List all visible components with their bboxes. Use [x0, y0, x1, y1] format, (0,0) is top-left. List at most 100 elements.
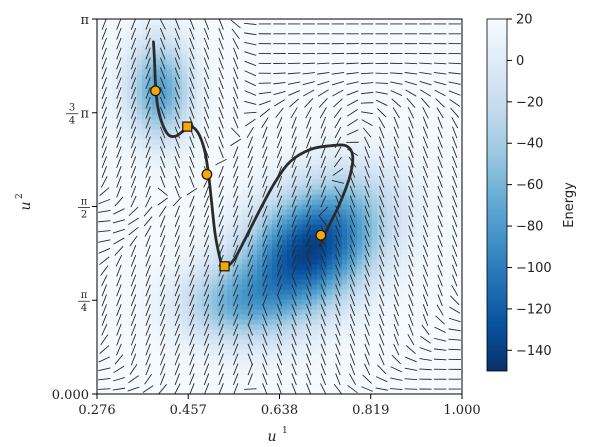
heatmap-cell [307, 184, 313, 190]
heatmap-cell [417, 214, 423, 220]
heatmap-cell [422, 54, 428, 60]
heatmap-cell [287, 214, 293, 220]
heatmap-cell [347, 34, 353, 40]
heatmap-cell [412, 39, 418, 45]
heatmap-cell [147, 249, 153, 255]
heatmap-cell [282, 304, 288, 310]
heatmap-cell [387, 294, 393, 300]
heatmap-cell [347, 269, 353, 275]
heatmap-cell [317, 249, 323, 255]
heatmap-cell [342, 309, 348, 315]
heatmap-cell [267, 344, 273, 350]
heatmap-cell [227, 209, 233, 215]
heatmap-cell [412, 289, 418, 295]
heatmap-cell [157, 74, 163, 80]
heatmap-cell [382, 239, 388, 245]
heatmap-cell [137, 59, 143, 65]
heatmap-cell [147, 19, 153, 25]
heatmap-cell [122, 19, 128, 25]
heatmap-cell [282, 249, 288, 255]
heatmap-cell [347, 24, 353, 30]
heatmap-cell [287, 324, 293, 330]
heatmap-cell [152, 109, 158, 115]
heatmap-cell [362, 334, 368, 340]
heatmap-cell [357, 64, 363, 70]
heatmap-cell [197, 224, 203, 230]
heatmap-cell [332, 224, 338, 230]
heatmap-cell [377, 89, 383, 95]
heatmap-cell [107, 179, 113, 185]
heatmap-cell [252, 34, 258, 40]
heatmap-cell [297, 149, 303, 155]
heatmap-cell [262, 94, 268, 100]
heatmap-cell [217, 224, 223, 230]
heatmap-cell [302, 369, 308, 375]
heatmap-cell [102, 304, 108, 310]
heatmap-cell [147, 94, 153, 100]
heatmap-cell [232, 34, 238, 40]
heatmap-cell [317, 169, 323, 175]
heatmap-cell [137, 304, 143, 310]
heatmap-cell [267, 59, 273, 65]
heatmap-cell [142, 164, 148, 170]
heatmap-cell [97, 339, 103, 345]
heatmap-cell [227, 164, 233, 170]
heatmap-cell [412, 309, 418, 315]
heatmap-cell [192, 19, 198, 25]
heatmap-cell [357, 179, 363, 185]
heatmap-cell [342, 89, 348, 95]
heatmap-cell [417, 134, 423, 140]
heatmap-cell [252, 329, 258, 335]
heatmap-cell [112, 184, 118, 190]
heatmap-cell [212, 374, 218, 380]
heatmap-cell [247, 29, 253, 35]
heatmap-cell [137, 319, 143, 325]
heatmap-cell [102, 84, 108, 90]
heatmap-cell [247, 44, 253, 50]
heatmap-cell [352, 94, 358, 100]
heatmap-cell [212, 369, 218, 375]
heatmap-cell [157, 189, 163, 195]
heatmap-cell [297, 114, 303, 120]
heatmap-cell [262, 109, 268, 115]
heatmap-cell [177, 129, 183, 135]
heatmap-cell [252, 204, 258, 210]
heatmap-cell [182, 299, 188, 305]
heatmap-cell [427, 329, 433, 335]
heatmap-cell [342, 274, 348, 280]
heatmap-cell [382, 369, 388, 375]
heatmap-cell [357, 29, 363, 35]
heatmap-cell [417, 104, 423, 110]
heatmap-cell [232, 324, 238, 330]
heatmap-cell [192, 329, 198, 335]
heatmap-cell [102, 374, 108, 380]
heatmap-cell [152, 289, 158, 295]
heatmap-cell [107, 154, 113, 160]
heatmap-cell [322, 294, 328, 300]
heatmap-cell [242, 129, 248, 135]
heatmap-cell [352, 79, 358, 85]
heatmap-cell [187, 354, 193, 360]
heatmap-cell [332, 194, 338, 200]
heatmap-cell [312, 379, 318, 385]
heatmap-cell [347, 274, 353, 280]
heatmap-cell [422, 344, 428, 350]
heatmap-cell [212, 44, 218, 50]
heatmap-cell [197, 384, 203, 390]
heatmap-cell [202, 284, 208, 290]
heatmap-cell [307, 84, 313, 90]
heatmap-cell [402, 104, 408, 110]
heatmap-cell [122, 184, 128, 190]
heatmap-cell [417, 369, 423, 375]
heatmap-cell [102, 309, 108, 315]
heatmap-cell [222, 204, 228, 210]
heatmap-cell [347, 249, 353, 255]
heatmap-cell [277, 219, 283, 225]
heatmap-cell [267, 374, 273, 380]
heatmap-cell [367, 179, 373, 185]
heatmap-cell [417, 199, 423, 205]
heatmap-cell [397, 24, 403, 30]
heatmap-cell [377, 64, 383, 70]
heatmap-cell [157, 204, 163, 210]
heatmap-cell [127, 169, 133, 175]
